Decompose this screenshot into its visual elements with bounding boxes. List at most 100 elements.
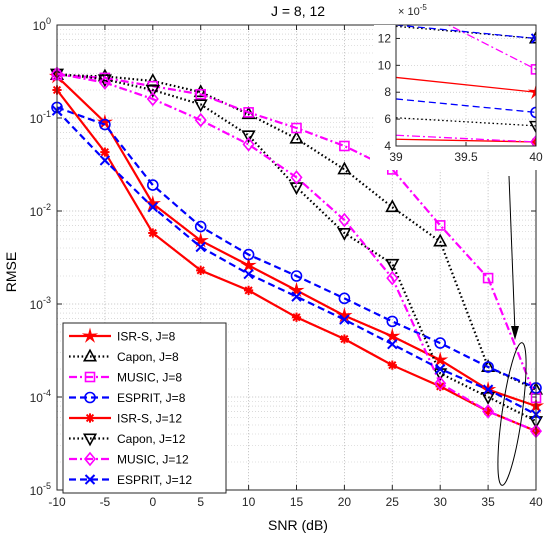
axes-box bbox=[56, 24, 537, 491]
data-point bbox=[291, 312, 302, 322]
series-line bbox=[56, 73, 538, 399]
series-esprit-j-8 bbox=[51, 101, 542, 394]
inset-series-group bbox=[396, 25, 536, 146]
x-tick-label: 40 bbox=[529, 495, 543, 509]
chart-title: J = 8, 12 bbox=[271, 3, 325, 19]
legend-entry: ESPRIT, J=12 bbox=[69, 473, 192, 487]
inset-y-tick-label: 12 bbox=[378, 31, 392, 45]
legend-marker bbox=[83, 451, 97, 467]
data-point bbox=[482, 361, 494, 373]
data-point bbox=[433, 233, 448, 247]
series-line bbox=[56, 109, 537, 416]
data-point bbox=[338, 292, 351, 305]
inset-y-tick-label: 8 bbox=[384, 85, 391, 99]
inset-y-tick-label: 10 bbox=[378, 58, 392, 72]
series-line bbox=[56, 73, 537, 391]
data-point bbox=[339, 314, 350, 325]
legend-marker bbox=[81, 327, 99, 343]
inset-x-tick-label: 39.5 bbox=[454, 150, 478, 164]
x-tick-label: 0 bbox=[149, 495, 156, 509]
data-point bbox=[147, 179, 159, 191]
legend-marker bbox=[84, 474, 96, 485]
data-point bbox=[243, 107, 254, 118]
data-point bbox=[193, 99, 208, 113]
data-point bbox=[193, 84, 208, 98]
x-tick-label: 15 bbox=[290, 495, 304, 509]
data-point bbox=[291, 122, 302, 134]
data-point bbox=[384, 327, 401, 344]
annotation bbox=[497, 175, 527, 486]
y-tick-label: 10-4 bbox=[30, 388, 51, 405]
data-point bbox=[385, 258, 400, 272]
data-point bbox=[339, 334, 349, 344]
legend: ISR-S, J=8 Capon, J=8 MUSIC, J=8 ESPRIT, J=… bbox=[62, 322, 227, 494]
legend-entry: Capon, J=8 bbox=[69, 348, 179, 364]
inset-series-line bbox=[396, 25, 536, 40]
arrow-line bbox=[508, 175, 516, 333]
data-point bbox=[289, 130, 304, 144]
inset-x-tick-label: 40 bbox=[529, 150, 543, 164]
legend-label: Capon, J=12 bbox=[117, 432, 186, 446]
y-tick-label: 10-1 bbox=[30, 109, 51, 126]
data-point bbox=[145, 85, 160, 98]
data-point bbox=[195, 241, 206, 253]
data-point bbox=[482, 384, 494, 395]
data-point bbox=[196, 265, 206, 275]
legend-marker bbox=[82, 348, 98, 362]
legend-marker bbox=[85, 413, 95, 423]
legend-marker bbox=[84, 391, 96, 404]
y-axis-label: RMSE bbox=[3, 252, 19, 292]
data-point bbox=[434, 337, 447, 349]
data-point bbox=[242, 137, 255, 152]
x-tick-label: 20 bbox=[338, 495, 352, 509]
data-point bbox=[483, 406, 493, 417]
inset-grid bbox=[396, 25, 536, 146]
inset-y-tick-label: 6 bbox=[384, 112, 391, 126]
legend-label: ESPRIT, J=8 bbox=[117, 391, 186, 405]
legend-marker bbox=[82, 433, 98, 447]
series-music-j-12 bbox=[50, 66, 543, 439]
data-point bbox=[99, 155, 111, 166]
inset-ytick-background bbox=[374, 25, 396, 146]
y-tick-label: 100 bbox=[33, 16, 51, 33]
data-point bbox=[434, 363, 446, 375]
data-point bbox=[337, 161, 352, 175]
data-point bbox=[337, 228, 352, 241]
data-point bbox=[434, 376, 447, 391]
legend-entry: ESPRIT, J=8 bbox=[69, 391, 186, 405]
data-point bbox=[435, 381, 445, 392]
data-point bbox=[98, 75, 111, 90]
data-point bbox=[244, 285, 254, 296]
y-tick-label: 10-5 bbox=[30, 481, 51, 498]
inset-plot: 39 39.5 40 4 6 8 10 12 × 10-5 bbox=[370, 2, 546, 170]
data-point bbox=[148, 228, 158, 238]
data-point bbox=[290, 270, 303, 282]
legend-label: MUSIC, J=12 bbox=[117, 453, 189, 467]
y-ticks: 10-5 10-4 10-3 10-2 10-1 100 bbox=[30, 16, 536, 498]
legend-entry: Capon, J=12 bbox=[69, 432, 186, 447]
data-point bbox=[99, 118, 111, 131]
data-point bbox=[339, 140, 350, 152]
x-tick-label: 35 bbox=[481, 495, 495, 509]
data-point bbox=[432, 351, 449, 367]
legend-label: ISR-S, J=12 bbox=[117, 412, 182, 426]
x-tick-label: 10 bbox=[242, 495, 256, 509]
legend-entry: MUSIC, J=8 bbox=[69, 371, 182, 385]
data-point bbox=[338, 212, 351, 228]
inset-ticks: 39 39.5 40 4 6 8 10 12 bbox=[378, 31, 543, 164]
x-tick-label: -5 bbox=[100, 495, 111, 509]
data-point bbox=[386, 270, 399, 286]
data-point bbox=[194, 112, 207, 128]
legend-entry: ISR-S, J=8 bbox=[69, 327, 176, 344]
inset-data-point bbox=[529, 134, 536, 146]
legend-box bbox=[62, 322, 227, 494]
inset-series-line bbox=[447, 25, 536, 70]
y-tick-label: 10-3 bbox=[30, 295, 51, 312]
data-point bbox=[194, 220, 207, 233]
x-tick-label: 25 bbox=[386, 495, 400, 509]
data-point bbox=[291, 291, 302, 302]
y-tick-label: 10-2 bbox=[30, 202, 51, 219]
arrow-head bbox=[511, 326, 519, 340]
data-point bbox=[290, 170, 303, 185]
